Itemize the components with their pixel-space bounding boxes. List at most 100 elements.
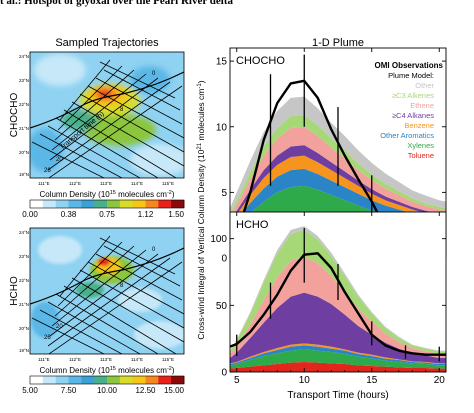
colorbar-swatch	[30, 200, 44, 208]
area-series-c3-alkenes	[230, 114, 446, 218]
colorbar-swatch	[158, 200, 172, 208]
lat-tick: 24°N	[19, 54, 29, 59]
lon-tick: 113°E	[100, 357, 112, 362]
colorbar-swatch	[107, 200, 121, 208]
lat-tick: 23°N	[19, 78, 29, 83]
colorbar-tick: 1.12	[138, 210, 154, 219]
colorbar-swatch	[145, 200, 159, 208]
area-series-benzene	[230, 343, 446, 364]
legend-subtitle: Plume Model:	[388, 71, 434, 80]
colorbar-tick: 0.38	[61, 210, 77, 219]
plume-plot-area	[230, 212, 446, 372]
legend-item: Toluene	[408, 151, 434, 160]
y-tick-label: 50	[216, 301, 228, 312]
colorbar-swatch	[132, 200, 146, 208]
area-series-c3-alkenes	[230, 230, 446, 354]
lon-tick: 114°E	[131, 181, 143, 186]
chocho-map-lon-ticks: 111°E 112°E 113°E 114°E 115°E	[38, 181, 174, 186]
colorbar-tick: 1.50	[168, 210, 184, 219]
lon-tick: 114°E	[131, 357, 143, 362]
area-series-other-aromatics	[230, 168, 446, 234]
colorbar-swatch	[42, 376, 57, 384]
colorbar-swatch	[132, 376, 146, 384]
y-tick-label: 10	[216, 122, 228, 133]
colorbar-swatches	[30, 376, 185, 384]
y-tick-label: 100	[210, 234, 227, 245]
legend-item: Benzene	[404, 121, 434, 130]
lat-tick: 20°N	[19, 150, 29, 155]
area-series-c4-alkanes	[230, 292, 446, 364]
colorbar-swatch	[158, 376, 172, 384]
hour-label: 20	[56, 324, 63, 330]
colorbar-swatch	[94, 200, 108, 208]
chocho-colorbar: Column Density (1015 molecules cm-2) 0.0…	[22, 190, 184, 219]
colorbar-tick: 7.50	[61, 386, 77, 395]
legend-item: Ethene	[410, 101, 434, 110]
lon-tick: 115°E	[162, 357, 174, 362]
plume-panel-title: HCHO	[236, 219, 269, 231]
hour-label: 8	[120, 107, 124, 113]
colorbar-swatch	[42, 200, 57, 208]
colorbar-swatch	[94, 376, 108, 384]
lat-tick: 22°N	[19, 102, 29, 107]
area-series-ethene	[230, 126, 446, 222]
colorbar-swatch	[119, 376, 134, 384]
colorbar-swatch	[145, 376, 159, 384]
colorbar-swatch	[119, 200, 134, 208]
lat-tick: 24°N	[19, 230, 29, 235]
legend-item: Other Aromatics	[380, 131, 434, 140]
hcho-map-field: 26 20 8 0	[30, 228, 184, 354]
colorbar-swatch	[107, 376, 121, 384]
colorbar-tick: 0.75	[99, 210, 115, 219]
colorbar-tick: 10.00	[97, 386, 118, 395]
plume-panel-title: CHOCHO	[236, 55, 285, 67]
x-tick-label: 5	[234, 375, 240, 386]
colorbar-swatch	[30, 376, 44, 384]
colorbar-swatch	[55, 376, 69, 384]
lat-tick: 21°N	[19, 302, 29, 307]
lat-tick: 23°N	[19, 254, 29, 259]
chocho-row-label: CHOCHO	[9, 93, 20, 138]
y-tick-label: 0	[221, 368, 227, 379]
colorbar-tick: 5.00	[22, 386, 38, 395]
hour-label: 8	[120, 283, 124, 289]
lat-tick: 19°N	[19, 172, 29, 177]
lon-tick: 115°E	[162, 181, 174, 186]
colorbar-tick: 12.50	[135, 386, 156, 395]
hour-label: 0	[152, 71, 156, 77]
chocho-map-field: Transport time (h) 0 8 20 26	[30, 52, 184, 178]
hour-label: 0	[152, 247, 156, 253]
legend-item: ≥C3 Alkenes	[392, 91, 434, 100]
lat-tick: 20°N	[19, 326, 29, 331]
hour-label: 26	[44, 335, 51, 341]
legend-item: Xylenes	[407, 141, 434, 150]
hcho-map-lon-ticks: 111°E 112°E 113°E 114°E 115°E	[38, 357, 174, 362]
hour-label: 26	[44, 168, 51, 174]
lat-tick: 21°N	[19, 126, 29, 131]
legend-item: Other	[415, 81, 434, 90]
area-series-xylenes	[230, 349, 446, 369]
lon-tick: 113°E	[100, 181, 112, 186]
plume-x-axis-label: Transport Time (hours)	[287, 390, 388, 401]
lat-tick: 22°N	[19, 278, 29, 283]
chocho-map-lat-ticks: 24°N 23°N 22°N 21°N 20°N 19°N	[19, 54, 29, 177]
hcho-row-label: HCHO	[9, 276, 20, 306]
hcho-map-lat-ticks: 24°N 23°N 22°N 21°N 20°N 19°N	[19, 230, 29, 353]
colorbar-swatch	[171, 200, 185, 208]
colorbar-swatch	[68, 200, 82, 208]
x-tick-label: 10	[299, 375, 311, 386]
hour-label: 20	[56, 157, 63, 163]
lon-tick: 111°E	[38, 181, 50, 186]
legend-title: OMI Observations	[375, 61, 444, 70]
colorbar-label: Column Density (1015 molecules cm-2)	[39, 366, 174, 375]
colorbar-tick: 0.00	[22, 210, 38, 219]
lon-tick: 112°E	[69, 357, 81, 362]
colorbar-swatch	[81, 376, 95, 384]
colorbar-swatch	[171, 376, 185, 384]
area-series-other-aromatics	[230, 345, 446, 366]
hcho-plume-chart: 5 10 15 20 0 50 100 HCHO	[210, 211, 447, 386]
colorbar-swatch	[55, 200, 69, 208]
x-tick-label: 20	[434, 375, 446, 386]
